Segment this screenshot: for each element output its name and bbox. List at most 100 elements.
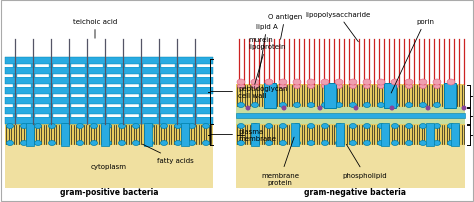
Bar [85,95,89,98]
Ellipse shape [63,141,70,146]
Text: peptidoglycan
cell wall: peptidoglycan cell wall [211,86,288,99]
Ellipse shape [447,84,455,89]
Ellipse shape [252,103,258,108]
Ellipse shape [189,124,195,129]
Bar [5,58,213,65]
Bar [67,65,71,68]
Text: plasma
membrane: plasma membrane [211,128,276,141]
Bar [49,85,53,87]
Ellipse shape [419,80,427,86]
Circle shape [390,106,394,111]
Bar [181,123,189,146]
Text: phospholipid: phospholipid [343,145,387,178]
Bar [193,115,197,117]
Bar [175,95,179,98]
Ellipse shape [405,141,412,146]
Bar [85,85,89,87]
Bar [103,104,107,107]
Ellipse shape [364,124,371,129]
Bar [67,95,71,98]
Text: teichoic acid: teichoic acid [73,19,117,39]
Ellipse shape [308,124,315,129]
Bar [49,95,53,98]
Ellipse shape [48,124,55,129]
Ellipse shape [20,124,27,129]
Bar [121,95,125,98]
Ellipse shape [377,84,384,89]
Circle shape [426,106,430,111]
Ellipse shape [280,103,286,108]
Ellipse shape [308,103,315,108]
Bar [13,95,17,98]
Ellipse shape [434,103,440,108]
Ellipse shape [265,124,273,129]
Bar [5,68,213,75]
Bar [175,115,179,117]
Bar [85,65,89,68]
Ellipse shape [202,141,210,146]
Bar [451,123,459,146]
Bar [67,85,71,87]
Ellipse shape [377,80,385,86]
Bar [236,114,465,118]
Ellipse shape [335,80,343,86]
Ellipse shape [76,124,83,129]
Bar [384,84,396,108]
Ellipse shape [252,141,258,146]
Ellipse shape [307,80,315,86]
Bar [139,65,143,68]
Bar [236,145,465,188]
Ellipse shape [364,141,371,146]
Ellipse shape [321,84,328,89]
Ellipse shape [7,141,13,146]
Ellipse shape [293,84,301,89]
Circle shape [282,106,286,111]
Ellipse shape [336,103,343,108]
Bar [31,85,35,87]
Bar [5,95,213,98]
Bar [5,85,213,87]
Bar [67,115,71,117]
Text: murein
lipoprotein: murein lipoprotein [248,37,285,85]
Ellipse shape [447,141,455,146]
Bar [5,78,213,85]
Ellipse shape [7,124,13,129]
Ellipse shape [349,124,356,129]
Ellipse shape [174,141,182,146]
Bar [103,95,107,98]
Bar [5,124,213,145]
Ellipse shape [392,141,399,146]
Bar [426,123,434,146]
Bar [236,124,465,145]
Ellipse shape [434,124,440,129]
Bar [13,85,17,87]
Text: cytoplasm: cytoplasm [91,164,127,170]
Bar [49,75,53,78]
Bar [31,95,35,98]
Ellipse shape [104,124,111,129]
Circle shape [246,106,250,111]
Bar [13,104,17,107]
Bar [121,115,125,117]
Ellipse shape [405,84,412,89]
Ellipse shape [237,124,245,129]
Ellipse shape [91,141,98,146]
Ellipse shape [419,103,427,108]
Bar [157,104,161,107]
Bar [157,115,161,117]
Ellipse shape [321,103,328,108]
Bar [236,85,465,107]
Bar [175,85,179,87]
Bar [13,115,17,117]
Ellipse shape [265,141,273,146]
Bar [5,87,213,95]
Bar [175,65,179,68]
Text: fatty acids: fatty acids [143,144,193,163]
Ellipse shape [237,141,245,146]
Ellipse shape [405,80,413,86]
Bar [193,75,197,78]
Bar [5,65,213,68]
Ellipse shape [405,103,412,108]
Bar [13,65,17,68]
Bar [31,65,35,68]
